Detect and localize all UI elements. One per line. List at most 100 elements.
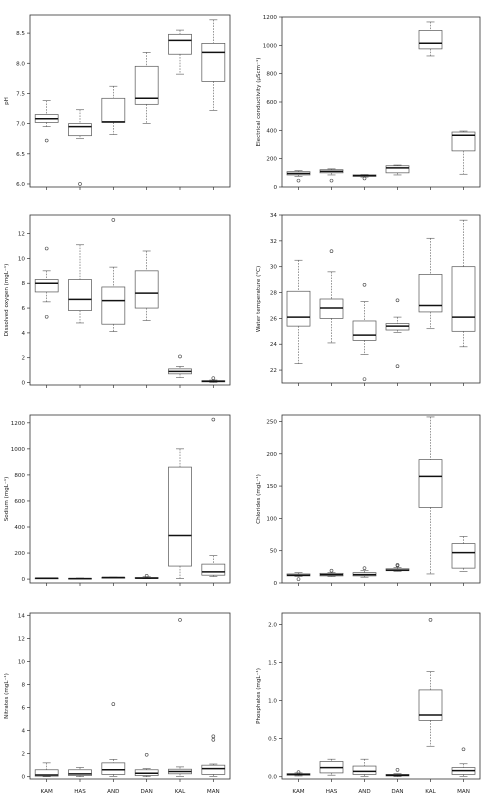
y-tick-label: 8 [21, 281, 25, 287]
y-tick-label: 2.0 [268, 622, 277, 628]
x-category-label: MAN [457, 789, 470, 795]
y-tick-label: 4 [21, 331, 25, 337]
y-tick-label: 34 [270, 213, 278, 219]
box-dan [134, 574, 159, 580]
iqr-box [201, 764, 226, 775]
outlier-point [111, 218, 116, 222]
box-has [68, 767, 92, 777]
y-axis-title: Dissolved oxygen (mgL⁻¹) [3, 264, 10, 337]
y-axis-title: Nitrates (mgL⁻¹) [3, 673, 10, 719]
y-tick-label: 400 [266, 128, 277, 134]
y-tick-label: 8 [21, 682, 25, 688]
box-dan [134, 52, 159, 124]
y-tick-label: 10 [18, 256, 26, 262]
x-category-label: HAS [74, 789, 86, 795]
y-tick-label: 22 [270, 368, 277, 374]
box-kal [168, 354, 192, 378]
box-has [68, 109, 92, 186]
outlier-point [178, 354, 182, 359]
y-tick-label: 2 [21, 752, 25, 758]
plot-frame [29, 414, 231, 584]
box-kal [168, 448, 192, 579]
y-tick-label: 6 [21, 706, 25, 712]
x-category-label: AND [107, 789, 119, 795]
y-tick-label: 28 [270, 291, 278, 297]
iqr-box [68, 123, 92, 137]
outlier-point [362, 377, 367, 381]
y-tick-label: 100 [266, 516, 277, 522]
y-tick-label: 800 [266, 72, 277, 78]
box-has [319, 249, 344, 344]
y-tick-label: 0 [21, 381, 25, 387]
y-axis-title: Chlorides (mgL⁻¹) [255, 474, 262, 524]
outlier-point [296, 577, 301, 581]
y-tick-label: 1200 [11, 421, 26, 427]
x-category-label: HAS [326, 789, 338, 795]
box-kam [286, 770, 311, 777]
box-dan [134, 250, 159, 321]
y-axis-title: Phosphates (mgL⁻¹) [255, 668, 262, 724]
box-dan [385, 164, 410, 176]
box-and [352, 282, 377, 381]
outlier-point [144, 574, 149, 578]
outlier-point [395, 364, 400, 369]
iqr-box [168, 466, 192, 567]
y-tick-label: 6.5 [16, 152, 25, 158]
y-tick-label: 200 [14, 551, 25, 557]
y-axis-title: Water temperature (°C) [256, 266, 262, 332]
iqr-box [418, 274, 443, 313]
y-tick-label: 0 [21, 577, 25, 583]
x-category-label: KAM [292, 789, 304, 795]
iqr-box [68, 279, 92, 311]
box-and [101, 218, 126, 332]
y-tick-label: 0 [21, 775, 25, 781]
box-kam [34, 100, 59, 143]
y-tick-label: 26 [270, 316, 278, 322]
box-man [451, 130, 476, 175]
y-tick-label: 4 [21, 729, 25, 735]
y-tick-label: 600 [14, 499, 25, 505]
iqr-box [418, 30, 443, 50]
box-and [101, 576, 126, 579]
box-man [201, 734, 226, 777]
y-tick-label: 150 [266, 484, 277, 490]
box-and [101, 702, 126, 777]
box-kal [418, 618, 443, 747]
outlier-point [44, 246, 49, 251]
plot-frame [281, 16, 481, 188]
iqr-box [352, 320, 377, 341]
y-tick-label: 0 [273, 581, 277, 587]
x-category-label: MAN [207, 789, 220, 795]
iqr-box [134, 65, 159, 105]
box-dan [385, 563, 410, 572]
x-category-label: DAN [391, 789, 403, 795]
outlier-point [144, 752, 149, 757]
iqr-box [34, 769, 59, 777]
outlier-point [211, 738, 216, 742]
plot-frame [281, 414, 481, 584]
outlier-point [296, 178, 301, 183]
box-kal [418, 21, 443, 57]
y-tick-label: 200 [266, 157, 277, 163]
panel-7: 0 2 4 6 8 10 12 14 Nitrates (mgL⁻¹) KAM HAS AND DAN K… [3, 612, 231, 795]
box-and [352, 566, 377, 578]
box-kal [418, 237, 443, 330]
box-dan [385, 768, 410, 778]
y-tick-label: 600 [266, 100, 277, 106]
iqr-box [352, 765, 377, 775]
panel-6: 0 50 100 150 200 250 Chlorides (mgL⁻¹) [255, 414, 481, 587]
outlier-point [211, 734, 216, 739]
panel-2: 0 200 400 600 800 1000 1200 Electrical conducti… [255, 15, 481, 191]
iqr-box [451, 131, 476, 152]
iqr-box [201, 563, 226, 576]
y-axis-title: pH [4, 97, 10, 105]
y-tick-label: 1000 [11, 447, 26, 453]
box-man [451, 219, 476, 348]
y-tick-label: 6 [21, 306, 25, 312]
iqr-box [286, 290, 311, 327]
plot-frame [281, 612, 481, 780]
box-kal [418, 416, 443, 575]
outlier-point [211, 417, 216, 422]
outlier-point [211, 376, 216, 380]
